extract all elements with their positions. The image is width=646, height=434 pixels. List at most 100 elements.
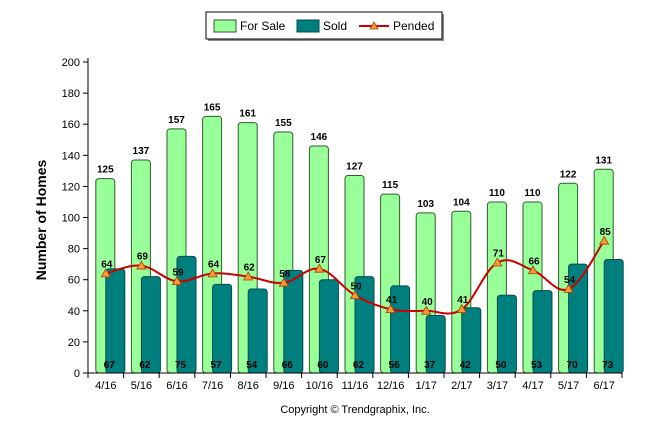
sold-value-label: 50 bbox=[495, 360, 507, 371]
legend: For Sale Sold Pended bbox=[205, 11, 444, 41]
pended-value-label: 59 bbox=[172, 267, 184, 278]
pended-value-label: 58 bbox=[279, 269, 291, 280]
pended-line bbox=[100, 235, 610, 315]
x-tick-label: 12/16 bbox=[377, 380, 405, 392]
for-sale-value-label: 146 bbox=[311, 132, 328, 143]
y-axis-title: Number of Homes bbox=[33, 160, 49, 281]
x-tick-label: 6/17 bbox=[593, 380, 614, 392]
pended-marker bbox=[563, 283, 574, 293]
sold-bar bbox=[140, 276, 161, 374]
pended-marker bbox=[492, 257, 503, 267]
for-sale-value-label: 115 bbox=[382, 180, 399, 191]
y-tick-label: 180 bbox=[62, 88, 80, 100]
legend-for-sale-label: For Sale bbox=[240, 19, 286, 33]
pended-value-label: 62 bbox=[244, 263, 256, 274]
sold-value-label: 56 bbox=[389, 360, 401, 371]
pended-marker bbox=[136, 260, 147, 270]
x-tick-label: 8/16 bbox=[237, 380, 258, 392]
x-tick-label: 5/16 bbox=[131, 380, 152, 392]
pended-value-label: 66 bbox=[528, 256, 540, 267]
x-tick-label: 11/16 bbox=[342, 380, 369, 392]
y-tick-label: 200 bbox=[62, 57, 80, 69]
y-tick-label: 60 bbox=[68, 275, 80, 287]
sold-value-label: 57 bbox=[211, 360, 223, 371]
y-tick-label: 140 bbox=[62, 150, 80, 162]
data-labels: 125 67 137 62 157 75 165 57 161 54 155 66 146 60 127 62… bbox=[97, 102, 614, 371]
x-axis: 4/16 5/16 6/16 7/16 8/16 9/16 10/16 11/16 12/16 1… bbox=[87, 372, 623, 392]
x-tick-label: 2/17 bbox=[451, 380, 472, 392]
sold-bar bbox=[603, 258, 624, 374]
pended-marker bbox=[278, 277, 289, 287]
for-sale-value-label: 161 bbox=[239, 109, 256, 120]
x-tick-label: 4/16 bbox=[95, 380, 116, 392]
pended-value-label: 67 bbox=[315, 255, 327, 266]
pended-marker bbox=[385, 303, 396, 314]
pended-value-label: 41 bbox=[457, 295, 469, 306]
pended-marker bbox=[100, 268, 111, 278]
pended-value-label: 71 bbox=[493, 249, 505, 260]
y-tick-label: 160 bbox=[62, 119, 80, 131]
legend-sold-swatch bbox=[296, 19, 320, 33]
sold-value-label: 60 bbox=[317, 360, 329, 371]
x-tick-label: 5/17 bbox=[558, 380, 579, 392]
sold-value-label: 70 bbox=[567, 360, 579, 371]
for-sale-value-label: 165 bbox=[204, 102, 221, 113]
x-tick-label: 6/16 bbox=[166, 380, 187, 392]
pended-marker bbox=[207, 268, 218, 278]
sold-bar bbox=[105, 268, 126, 374]
for-sale-value-label: 131 bbox=[595, 155, 612, 166]
for-sale-value-label: 125 bbox=[97, 165, 114, 176]
sold-value-label: 75 bbox=[175, 360, 187, 371]
pended-value-label: 64 bbox=[101, 259, 113, 270]
for-sale-value-label: 122 bbox=[560, 169, 577, 180]
x-tick-label: 7/16 bbox=[202, 380, 223, 392]
pended-marker bbox=[314, 263, 325, 273]
pended-marker bbox=[243, 271, 254, 281]
legend-box bbox=[205, 11, 443, 40]
legend-pended-marker bbox=[369, 21, 379, 30]
y-axis: 0 20 40 60 80 100 120 140 160 180 200 bbox=[62, 57, 89, 380]
for-sale-value-label: 137 bbox=[133, 146, 150, 157]
y-tick-label: 100 bbox=[62, 213, 80, 225]
x-tick-label: 10/16 bbox=[306, 380, 334, 392]
x-tick-label: 4/17 bbox=[522, 380, 543, 392]
sold-value-label: 73 bbox=[602, 360, 614, 371]
sold-value-label: 66 bbox=[282, 360, 294, 371]
y-tick-label: 80 bbox=[68, 244, 80, 256]
for-sale-value-label: 110 bbox=[489, 188, 506, 199]
pended-value-label: 64 bbox=[208, 259, 220, 270]
for-sale-value-label: 110 bbox=[524, 188, 541, 199]
for-sale-value-label: 103 bbox=[417, 199, 434, 210]
sold-value-label: 67 bbox=[104, 360, 116, 371]
pended-value-label: 40 bbox=[422, 297, 434, 308]
sold-bar bbox=[318, 279, 339, 374]
y-tick-label: 120 bbox=[62, 181, 80, 193]
x-tick-label: 1/17 bbox=[415, 380, 436, 392]
pended-marker bbox=[171, 275, 183, 286]
for-sale-value-label: 155 bbox=[275, 118, 292, 129]
pended-marker bbox=[421, 305, 432, 315]
sold-value-label: 62 bbox=[139, 360, 151, 371]
sold-value-label: 42 bbox=[460, 360, 472, 371]
x-tick-label: 3/17 bbox=[487, 380, 508, 392]
y-tick-label: 40 bbox=[68, 306, 80, 318]
legend-pended-label: Pended bbox=[393, 19, 434, 33]
legend-sold-label: Sold bbox=[323, 19, 347, 33]
sold-bars bbox=[105, 255, 624, 374]
pended-value-label: 54 bbox=[564, 275, 576, 286]
for-sale-value-label: 104 bbox=[453, 197, 470, 208]
pended-marker bbox=[349, 289, 361, 300]
for-sale-value-label: 127 bbox=[346, 162, 363, 173]
x-tick-label: 9/16 bbox=[273, 380, 294, 392]
y-tick-label: 0 bbox=[74, 368, 80, 380]
y-tick-label: 20 bbox=[68, 337, 80, 349]
sold-value-label: 62 bbox=[353, 360, 365, 371]
legend-for-sale-swatch bbox=[213, 19, 237, 33]
sold-value-label: 53 bbox=[531, 360, 543, 371]
pended-value-label: 85 bbox=[600, 227, 612, 238]
pended-marker bbox=[599, 235, 610, 245]
sold-value-label: 54 bbox=[246, 360, 258, 371]
pended-marker bbox=[456, 303, 467, 314]
for-sale-value-label: 157 bbox=[168, 115, 185, 126]
